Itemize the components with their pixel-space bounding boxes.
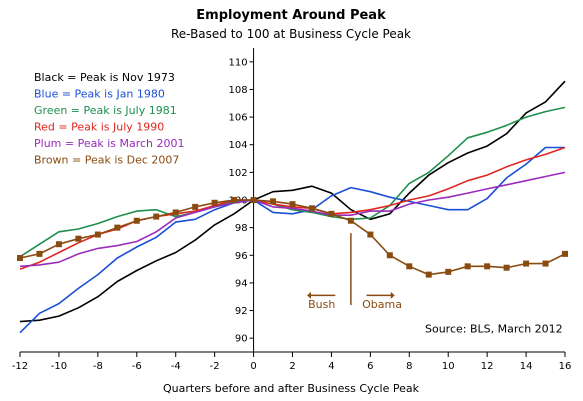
x-tick-label: 16 (559, 361, 572, 372)
series-point (445, 268, 452, 275)
series-point (250, 197, 257, 203)
series-point (503, 264, 510, 271)
series-point (17, 255, 23, 262)
bush-arrowhead (307, 291, 311, 299)
series-point (328, 210, 335, 217)
series-point (192, 203, 199, 210)
y-tick-label: 104 (228, 140, 247, 151)
series-point (386, 252, 393, 259)
series-point (289, 201, 296, 208)
series-point (133, 217, 140, 224)
series-point (153, 213, 160, 220)
y-tick-label: 96 (235, 251, 248, 262)
series-point (562, 250, 568, 257)
y-tick-label: 108 (228, 85, 247, 96)
series-point (231, 197, 238, 203)
x-tick-label: -8 (93, 361, 103, 372)
x-axis-ticks: -12 -10 -8 -6 -4 -2 0 2 4 6 8 10 12 14 16 (12, 352, 572, 372)
series-point (367, 231, 374, 238)
series-point (114, 224, 121, 231)
series-line (19, 146, 565, 334)
x-tick-label: -12 (12, 361, 28, 372)
annotations: Bush Obama Source: BLS, March 2012 (307, 233, 563, 336)
series-point (425, 271, 432, 278)
x-tick-label: 4 (328, 361, 334, 372)
y-tick-label: 92 (235, 306, 248, 317)
series-line (19, 199, 566, 276)
y-tick-label: 98 (235, 223, 248, 234)
source-note: Source: BLS, March 2012 (425, 323, 563, 336)
y-tick-label: 94 (235, 278, 248, 289)
obama-arrowhead (390, 291, 395, 299)
x-tick-label: -6 (132, 361, 142, 372)
legend-entry: Red = Peak is July 1990 (34, 121, 164, 134)
x-tick-label: 14 (520, 361, 533, 372)
series-point (55, 241, 62, 248)
x-tick-label: -10 (51, 361, 67, 372)
series-point (464, 263, 471, 270)
legend: Black = Peak is Nov 1973 Blue = Peak is J… (34, 71, 185, 167)
series-point (406, 263, 413, 270)
x-tick-label: -4 (171, 361, 181, 372)
series-point (270, 198, 277, 205)
series-point (347, 217, 354, 224)
series-point (75, 235, 82, 242)
x-tick-label: 2 (289, 361, 295, 372)
series-point (523, 260, 530, 267)
legend-entry: Black = Peak is Nov 1973 (34, 71, 175, 84)
y-tick-label: 110 (228, 57, 247, 68)
series-point (308, 205, 315, 212)
series-point (94, 231, 101, 238)
series-layer (17, 80, 568, 334)
x-tick-label: 6 (367, 361, 373, 372)
y-tick-label: 106 (228, 113, 247, 124)
x-tick-label: 12 (481, 361, 494, 372)
series-point (211, 199, 218, 206)
legend-entry: Green = Peak is July 1981 (34, 104, 177, 117)
x-tick-label: 10 (442, 361, 455, 372)
series-line (19, 106, 566, 258)
legend-entry: Brown = Peak is Dec 2007 (34, 154, 179, 167)
y-tick-label: 90 (235, 334, 248, 345)
series-point (542, 260, 549, 267)
x-tick-label: -2 (210, 361, 220, 372)
series-line (19, 171, 566, 268)
x-axis-label: Quarters before and after Business Cycle… (163, 382, 420, 395)
chart-subtitle: Re-Based to 100 at Business Cycle Peak (171, 27, 411, 41)
legend-entry: Blue = Peak is Jan 1980 (34, 88, 165, 101)
x-tick-label: 0 (250, 361, 256, 372)
obama-label: Obama (362, 298, 402, 311)
legend-entry: Plum = Peak is March 2001 (34, 137, 185, 150)
x-tick-label: 8 (406, 361, 412, 372)
series-point (36, 250, 43, 257)
chart-title: Employment Around Peak (196, 8, 386, 23)
y-tick-label: 102 (228, 168, 247, 179)
series-point (172, 209, 179, 216)
bush-label: Bush (308, 298, 335, 311)
series-line (19, 80, 566, 323)
series-point (484, 263, 491, 270)
